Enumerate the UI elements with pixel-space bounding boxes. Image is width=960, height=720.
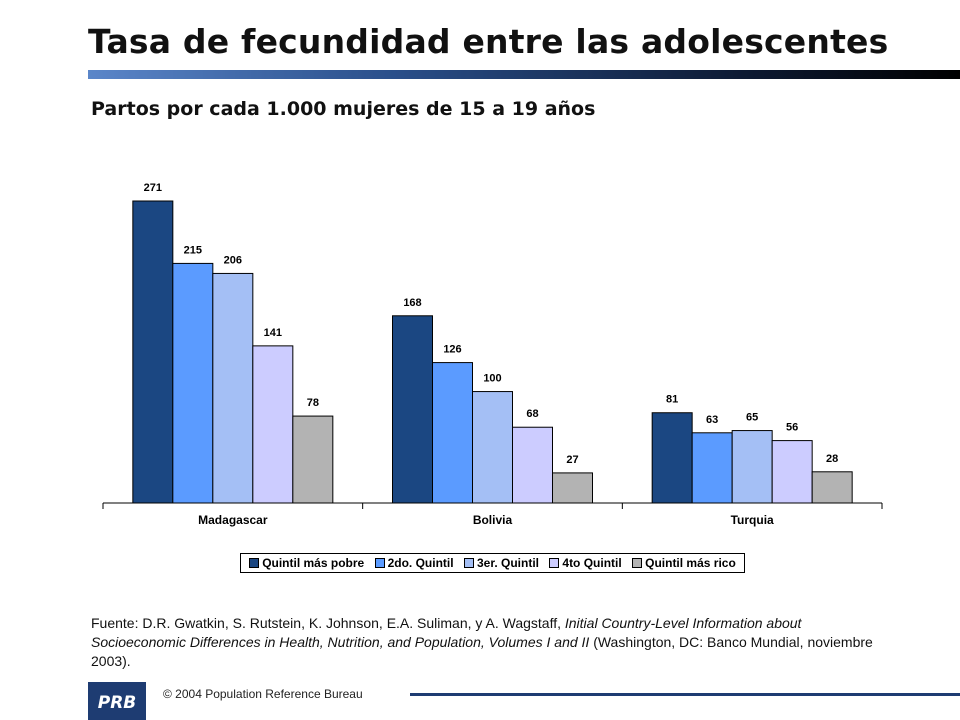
footer-rule: [410, 693, 960, 696]
bar-bolivia-3er-quintil: [472, 391, 513, 504]
chart-legend: Quintil más pobre 2do. Quintil 3er. Quinti…: [240, 553, 745, 573]
legend-label: Quintil más rico: [645, 556, 736, 570]
data-label-bolivia-quintil-mas-rico: 27: [566, 454, 578, 466]
chart-subtitle: Partos por cada 1.000 mujeres de 15 a 19…: [91, 98, 596, 120]
legend-swatch: [374, 558, 385, 568]
page-title: Tasa de fecundidad entre las adolescente…: [88, 22, 889, 61]
data-label-turquia-quintil-mas-pobre: 81: [666, 394, 678, 406]
data-label-group: 271 215 206 141 78 168 126 100 68 27 81 63 65 56 28: [144, 182, 839, 466]
footer-copyright: © 2004 Population Reference Bureau: [163, 687, 363, 701]
title-underline: [88, 70, 960, 79]
data-label-turquia-3er-quintil: 65: [746, 412, 758, 424]
data-label-madagascar-quintil-mas-rico: 78: [307, 397, 319, 409]
legend-item-2do-quintil: 2do. Quintil: [374, 556, 454, 570]
bar-turquia-quintil-mas-pobre: [651, 412, 693, 504]
data-label-madagascar-3er-quintil: 206: [224, 254, 242, 266]
logo-text: PRB: [98, 693, 137, 713]
legend-swatch: [632, 558, 643, 568]
bar-madagascar-quintil-mas-pobre: [132, 200, 174, 504]
data-label-madagascar-4to-quintil: 141: [264, 327, 282, 339]
source-tail: (Washington, DC: Banco Mundial, noviembr…: [91, 634, 873, 669]
bar-madagascar-2do-quintil: [172, 262, 214, 504]
legend-label: 3er. Quintil: [476, 556, 539, 570]
data-label-madagascar-quintil-mas-pobre: 271: [144, 182, 162, 194]
bar-turquia-4to-quintil: [771, 440, 813, 504]
bar-group: [132, 200, 853, 504]
bar-turquia-3er-quintil: [731, 430, 773, 504]
data-label-bolivia-4to-quintil: 68: [526, 408, 538, 420]
legend-item-3er-quintil: 3er. Quintil: [463, 556, 539, 570]
bar-madagascar-quintil-mas-rico: [292, 415, 334, 504]
bar-madagascar-4to-quintil: [252, 345, 294, 504]
source-title: Initial Country-Level Information about …: [91, 615, 802, 650]
bar-bolivia-2do-quintil: [432, 362, 473, 504]
legend-label: 2do. Quintil: [387, 556, 454, 570]
bar-madagascar-3er-quintil: [212, 272, 254, 504]
x-tick-label-bolivia: Bolivia: [473, 513, 513, 527]
bar-bolivia-4to-quintil: [512, 426, 553, 504]
data-label-bolivia-quintil-mas-pobre: 168: [403, 297, 421, 309]
bar-turquia-2do-quintil: [691, 432, 733, 504]
bar-bolivia-quintil-mas-rico: [552, 472, 593, 504]
bar-chart: 271 215 206 141 78 168 126 100 68 27 81 63 65 56 28 Ma…: [102, 182, 883, 527]
data-label-bolivia-2do-quintil: 126: [443, 344, 461, 356]
legend-swatch: [249, 558, 260, 568]
legend-item-quintil-mas-rico: Quintil más rico: [632, 556, 736, 570]
legend-item-4to-quintil: 4to Quintil: [549, 556, 622, 570]
x-tick-label-turquia: Turquia: [731, 513, 774, 527]
bar-bolivia-quintil-mas-pobre: [392, 315, 433, 504]
data-label-turquia-2do-quintil: 63: [706, 414, 718, 426]
x-tick-label-madagascar: Madagascar: [198, 513, 268, 527]
legend-label: Quintil más pobre: [262, 556, 365, 570]
legend-swatch: [549, 558, 560, 568]
data-label-bolivia-3er-quintil: 100: [483, 373, 501, 385]
bar-turquia-quintil-mas-rico: [811, 471, 853, 504]
legend-item-quintil-mas-pobre: Quintil más pobre: [249, 556, 364, 570]
source-lead: Fuente: D.R. Gwatkin, S. Rutstein, K. Jo…: [91, 615, 565, 631]
x-axis: Madagascar Bolivia Turquia: [102, 502, 883, 527]
data-label-madagascar-2do-quintil: 215: [184, 244, 202, 256]
prb-logo: PRB: [88, 682, 146, 720]
legend-label: 4to Quintil: [562, 556, 622, 570]
legend-swatch: [463, 558, 474, 568]
data-label-turquia-4to-quintil: 56: [786, 422, 798, 434]
source-citation: Fuente: D.R. Gwatkin, S. Rutstein, K. Jo…: [91, 614, 891, 671]
data-label-turquia-quintil-mas-rico: 28: [826, 453, 838, 465]
